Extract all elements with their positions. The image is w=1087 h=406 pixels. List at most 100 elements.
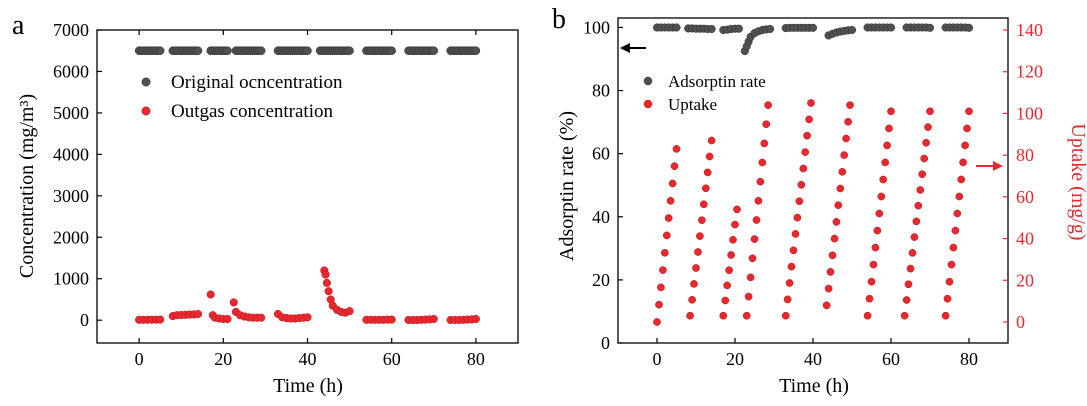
uptake-point — [945, 277, 954, 286]
uptake-point — [883, 141, 891, 150]
uptake-point — [844, 117, 852, 126]
uptake-point — [906, 264, 915, 273]
adsorption-rate-point — [964, 23, 974, 32]
panel-a-y-tick-label: 6000 — [53, 61, 89, 81]
uptake-point — [912, 217, 921, 226]
original-concentration-point — [256, 46, 266, 55]
outgas-concentration-point — [387, 315, 396, 324]
uptake-point — [692, 264, 700, 272]
uptake-point — [662, 231, 671, 240]
uptake-point — [666, 196, 675, 205]
uptake-point — [721, 296, 730, 305]
legend-label-adsorption: Adsorptin rate — [668, 72, 766, 91]
uptake-point — [838, 167, 847, 176]
outgas-concentration-point — [345, 307, 354, 316]
uptake-point — [869, 260, 878, 269]
outgas-concentration-point — [257, 313, 266, 322]
uptake-point — [943, 294, 952, 303]
panel-a: a Concentration (mg/m³) Time (h) 0 20 40 60… — [12, 10, 519, 397]
panel-a-y-tick-label: 4000 — [53, 144, 89, 164]
uptake-point — [965, 107, 973, 116]
panel-a-y-tick-label: 1000 — [53, 269, 89, 289]
uptake-point — [748, 254, 757, 263]
uptake-point — [832, 218, 841, 226]
uptake-point — [727, 251, 735, 259]
panel-a-marks — [134, 46, 481, 325]
uptake-point — [918, 170, 927, 179]
uptake-point — [805, 115, 813, 124]
panel-b-y-tick-label: 80 — [592, 81, 610, 101]
panel-a-legend: Original ocncentration Outgas concentrat… — [141, 72, 343, 122]
uptake-point — [746, 273, 755, 282]
panel-b-y2-tick-label: 40 — [1016, 229, 1034, 249]
panel-b-y-tick-label: 20 — [592, 270, 610, 290]
uptake-point — [908, 249, 917, 257]
uptake-point — [752, 216, 761, 224]
uptake-point — [955, 192, 964, 201]
panel-b-y2-tick-label: 20 — [1016, 270, 1034, 290]
uptake-point — [672, 145, 681, 153]
panel-b-marks — [652, 23, 974, 326]
uptake-point — [664, 214, 673, 222]
uptake-point — [961, 141, 969, 150]
legend-marker-adsorption — [643, 76, 653, 86]
legend-label-original: Original ocncentration — [171, 72, 343, 93]
uptake-point — [760, 139, 769, 148]
panel-b-y2-tick-label: 0 — [1016, 312, 1025, 332]
uptake-point — [725, 266, 733, 275]
uptake-point — [822, 301, 831, 310]
uptake-point — [690, 280, 698, 288]
uptake-point — [742, 311, 751, 320]
legend-label-uptake: Uptake — [668, 95, 717, 114]
uptake-point — [840, 151, 849, 159]
panel-a-x-tick-label: 60 — [383, 349, 401, 369]
uptake-point — [694, 248, 702, 256]
uptake-point — [828, 251, 837, 260]
uptake-point — [924, 123, 932, 131]
uptake-point — [799, 164, 808, 173]
uptake-point — [801, 148, 810, 156]
uptake-point — [922, 138, 930, 147]
adsorption-rate-point — [734, 24, 743, 33]
uptake-point — [834, 201, 843, 210]
uptake-point — [707, 136, 716, 145]
uptake-point — [744, 292, 753, 301]
panel-a-ticks: 0 20 40 60 80 0 1000 2000 3000 4000 5000 6000 7000 — [53, 20, 485, 369]
panel-b-y-tick-label: 40 — [592, 207, 610, 227]
legend-label-outgas: Outgas concentration — [171, 101, 333, 122]
original-concentration-point — [471, 46, 481, 55]
uptake-point — [756, 177, 765, 186]
uptake-point — [873, 226, 882, 235]
outgas-concentration-point — [322, 278, 331, 287]
panel-a-ylabel: Concentration (mg/m³) — [16, 94, 38, 278]
uptake-point — [655, 300, 663, 309]
panel-b-y2-tick-label: 100 — [1016, 103, 1043, 123]
panel-a-y-tick-label: 7000 — [53, 20, 89, 40]
panel-b-xlabel: Time (h) — [779, 375, 849, 397]
uptake-point — [795, 197, 804, 206]
panel-a-x-tick-label: 40 — [299, 349, 317, 369]
panel-b: b Adsorptin rate (%) Uptake (mg/g) Time … — [552, 4, 1087, 397]
uptake-point — [787, 262, 796, 271]
adsorption-rate-point — [707, 24, 716, 34]
uptake-point — [723, 281, 732, 290]
uptake-point — [900, 311, 909, 320]
uptake-point — [758, 158, 767, 167]
uptake-point — [699, 200, 708, 209]
original-concentration-point — [303, 46, 312, 55]
outgas-concentration-point — [471, 314, 480, 324]
uptake-point — [914, 201, 923, 210]
uptake-point — [719, 311, 728, 320]
original-concentration-point — [429, 46, 439, 55]
outgas-concentration-point — [321, 270, 330, 279]
panel-a-y-tick-label: 5000 — [53, 103, 89, 123]
panel-a-y-tick-label: 3000 — [53, 186, 89, 206]
original-concentration-point — [223, 46, 232, 55]
uptake-point — [731, 220, 739, 229]
uptake-point — [705, 152, 714, 161]
uptake-point — [701, 184, 710, 193]
original-concentration-point — [345, 46, 354, 55]
uptake-point — [657, 283, 665, 292]
panel-b-x-tick-label: 60 — [882, 349, 900, 369]
uptake-point — [904, 280, 913, 289]
